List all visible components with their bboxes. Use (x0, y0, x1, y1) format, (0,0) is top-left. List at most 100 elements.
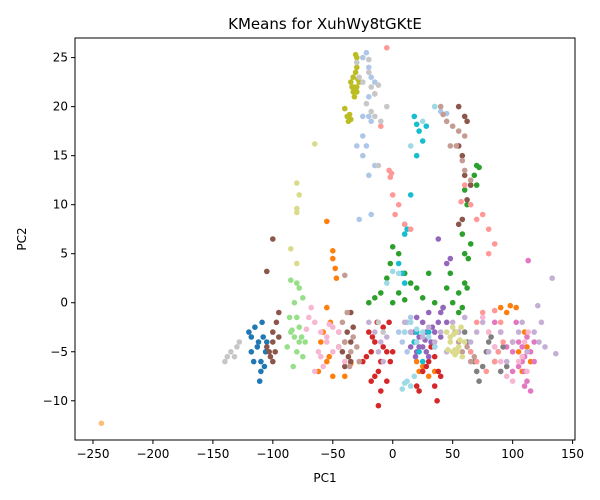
cluster-2-point-16 (389, 244, 396, 250)
cluster-2-point-9 (459, 231, 466, 237)
cluster-19-point-16 (401, 380, 408, 386)
cluster-6-point-0 (491, 319, 498, 326)
cluster-12-point-12 (290, 363, 297, 370)
cluster-17-point-2 (360, 79, 366, 85)
cluster-2-point-3 (461, 280, 468, 286)
cluster-2-point-34 (455, 309, 462, 316)
cluster-14-point-1 (372, 329, 378, 335)
cluster-1-point-4 (330, 255, 336, 262)
cluster-12-point-10 (296, 339, 303, 345)
cluster-8-point-2 (352, 69, 359, 76)
y-tick-label-0: −10 (43, 394, 68, 408)
cluster-5-point-27 (464, 197, 470, 203)
cluster-16-point-4 (330, 349, 336, 355)
cluster-14-point-33 (549, 275, 555, 282)
cluster-1-point-23 (413, 358, 420, 365)
cluster-13-point-27 (458, 198, 464, 205)
cluster-14-point-24 (509, 339, 516, 345)
cluster-4-point-13 (413, 314, 420, 321)
cluster-2-point-26 (372, 295, 378, 301)
cluster-17-point-9 (372, 113, 378, 120)
cluster-2-point-21 (387, 260, 394, 267)
cluster-7-point-14 (503, 363, 510, 370)
cluster-15-point-26 (342, 272, 348, 279)
cluster-15-point-22 (459, 349, 466, 355)
cluster-5-point-24 (459, 152, 466, 159)
cluster-0-point-11 (259, 319, 265, 326)
cluster-16-point-25 (303, 326, 310, 333)
cluster-5-point-9 (276, 309, 282, 316)
cluster-2-point-20 (384, 275, 390, 282)
cluster-14-point-30 (538, 319, 545, 326)
cluster-3-point-5 (375, 368, 382, 375)
cluster-18-point-19 (445, 347, 451, 353)
cluster-6-point-12 (524, 334, 530, 340)
cluster-5-point-19 (350, 324, 357, 331)
cluster-2-point-4 (464, 285, 470, 291)
cluster-15-point-17 (459, 157, 466, 164)
y-tick-label-7: 25 (53, 51, 68, 65)
cluster-1-point-9 (324, 358, 330, 365)
cluster-13-point-20 (479, 309, 486, 316)
cluster-4-point-21 (443, 260, 450, 267)
cluster-2-point-25 (378, 290, 384, 296)
cluster-1-point-14 (503, 309, 510, 316)
cluster-13-point-22 (491, 358, 498, 365)
cluster-9-point-17 (425, 329, 432, 335)
cluster-13-point-13 (491, 241, 498, 247)
y-tick-label-1: −5 (50, 345, 68, 359)
cluster-3-point-20 (431, 353, 438, 360)
cluster-1-point-20 (524, 344, 530, 350)
cluster-5-point-16 (345, 353, 352, 360)
cluster-1-point-0 (324, 218, 330, 225)
cluster-14-point-14 (449, 319, 456, 326)
cluster-8-point-18 (350, 74, 357, 80)
cluster-3-point-15 (368, 378, 375, 385)
cluster-16-point-2 (318, 329, 324, 335)
cluster-5-point-5 (264, 344, 270, 350)
cluster-18-point-16 (459, 353, 466, 360)
cluster-6-point-11 (509, 368, 516, 375)
cluster-8-point-8 (349, 84, 355, 90)
cluster-9-point-0 (411, 113, 418, 120)
cluster-4-point-12 (443, 319, 450, 326)
cluster-13-point-14 (485, 250, 492, 257)
cluster-16-point-12 (336, 329, 342, 335)
cluster-3-point-19 (425, 358, 432, 365)
cluster-8-point-15 (342, 105, 348, 112)
cluster-10-point-12 (366, 172, 372, 179)
cluster-1-point-24 (425, 373, 432, 380)
cluster-5-point-7 (276, 334, 282, 340)
cluster-13-point-10 (473, 216, 480, 223)
x-tick-label-5: 0 (389, 447, 397, 461)
cluster-12-point-6 (296, 324, 303, 331)
cluster-3-point-8 (378, 388, 384, 394)
cluster-9-point-14 (416, 349, 422, 355)
cluster-13-point-7 (395, 201, 402, 208)
cluster-19-point-17 (413, 326, 420, 333)
cluster-17-point-16 (222, 358, 228, 365)
cluster-15-point-8 (346, 363, 353, 370)
cluster-13-point-21 (473, 319, 480, 326)
cluster-13-point-26 (461, 182, 468, 188)
cluster-5-point-8 (273, 319, 280, 326)
cluster-4-point-20 (435, 236, 442, 242)
cluster-9-point-4 (423, 123, 430, 129)
cluster-17-point-5 (372, 91, 378, 97)
cluster-10-point-9 (360, 152, 366, 159)
cluster-14-point-17 (467, 339, 474, 345)
cluster-5-point-21 (461, 113, 468, 120)
cluster-8-point-13 (346, 111, 353, 118)
cluster-6-point-7 (524, 378, 530, 385)
y-tick-label-5: 15 (53, 149, 68, 163)
cluster-13-point-9 (407, 226, 414, 232)
cluster-3-point-1 (372, 339, 378, 345)
x-tick-label-2: −150 (196, 447, 229, 461)
cluster-2-point-24 (425, 270, 432, 277)
cluster-3-point-6 (380, 344, 387, 350)
cluster-17-point-10 (378, 118, 384, 125)
cluster-2-point-10 (461, 250, 468, 257)
cluster-19-point-5 (384, 280, 390, 286)
cluster-18-point-20 (451, 331, 457, 337)
cluster-19-point-15 (399, 386, 406, 392)
